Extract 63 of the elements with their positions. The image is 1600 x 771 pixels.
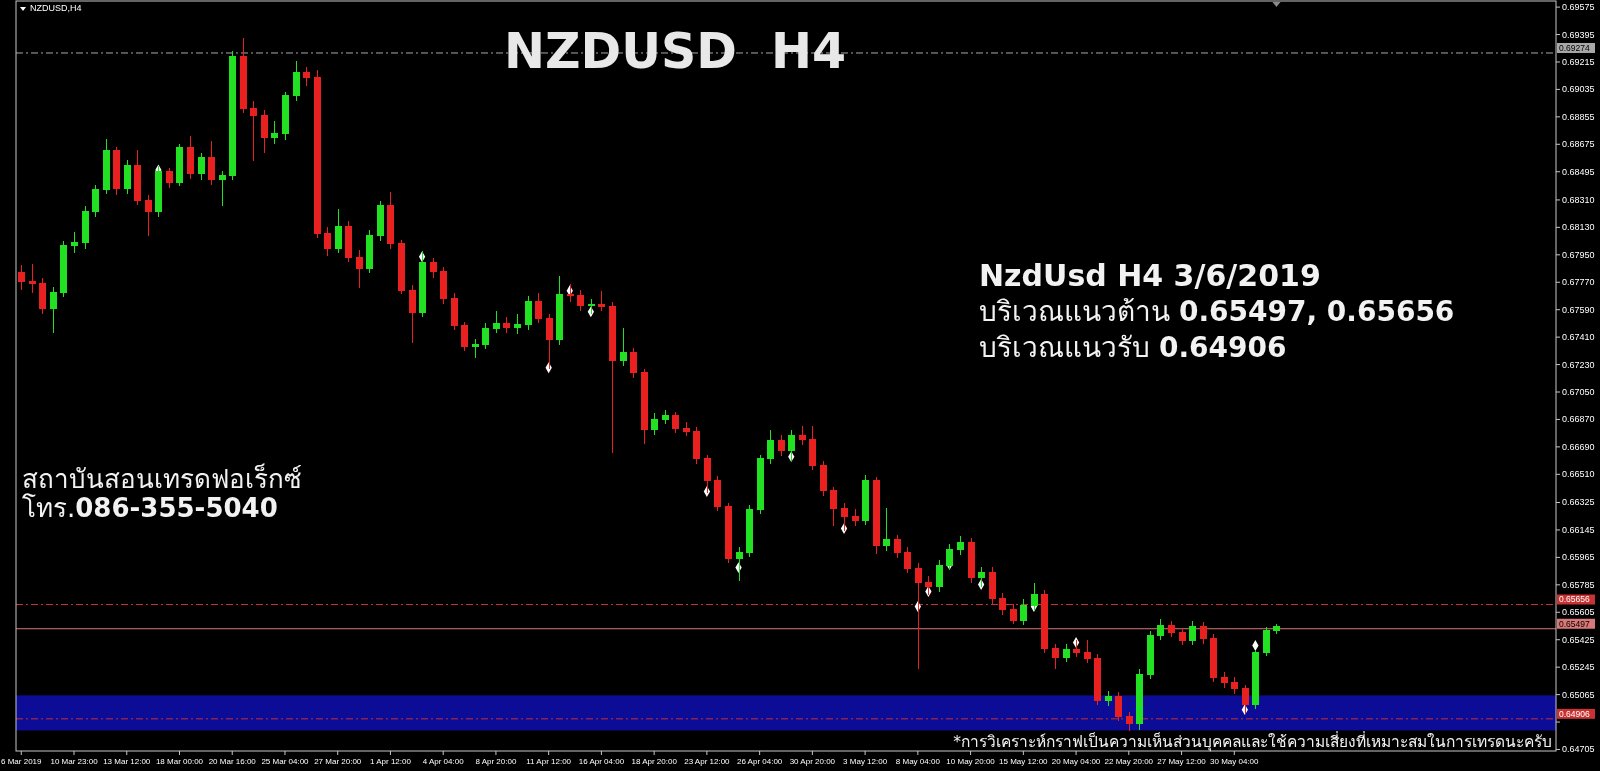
y-tick-label: 0.65245 [1562, 662, 1595, 673]
x-tick-label: 20 Mar 16:00 [208, 757, 257, 766]
y-tick-label: 0.69035 [1562, 84, 1595, 95]
x-tick-label: 13 Mar 12:00 [103, 757, 151, 766]
x-tick-label: 4 Apr 04:00 [422, 757, 465, 766]
ref-line-label: 0.65497 [1559, 618, 1590, 629]
annotation: บริเวณแนวต้าน 0.65497, 0.65656 [979, 295, 1455, 328]
annotation: *การวิเคราะห์กราฟเป็นความเห็นส่วนบุคคลและใช้ความเสี่ยงที่เหมาะสมในการเทรดนะครับ [953, 731, 1552, 752]
y-tick-label: 0.65605 [1562, 607, 1595, 618]
x-tick-label: 30 May 04:00 [1210, 757, 1260, 766]
y-tick-label: 0.69395 [1562, 29, 1595, 40]
y-tick-label: 0.65065 [1562, 689, 1595, 700]
x-tick-label: 16 Apr 04:00 [578, 757, 625, 766]
x-tick-label: 18 Apr 20:00 [631, 757, 678, 766]
y-tick-label: 0.67770 [1562, 277, 1595, 288]
x-tick-label: 27 Mar 20:00 [314, 757, 362, 766]
y-tick-label: 0.67410 [1562, 332, 1595, 343]
y-tick-label: 0.68495 [1562, 166, 1595, 177]
y-tick-label: 0.65785 [1562, 579, 1595, 590]
annotation: NzdUsd H4 3/6/2019 [979, 258, 1321, 293]
y-tick-label: 0.66870 [1562, 414, 1595, 425]
x-tick-label: 8 May 04:00 [895, 757, 941, 766]
x-tick-label: 27 May 12:00 [1157, 757, 1207, 766]
y-tick-label: 0.68310 [1562, 194, 1595, 205]
y-tick-label: 0.69575 [1562, 2, 1595, 13]
x-tick-label: 22 May 20:00 [1104, 757, 1154, 766]
y-tick-label: 0.67050 [1562, 386, 1595, 397]
y-tick-label: 0.64705 [1562, 744, 1595, 755]
annotation: โทร.086-355-5040 [22, 493, 278, 523]
x-tick-label: 23 Apr 12:00 [684, 757, 731, 766]
y-tick-label: 0.66510 [1562, 469, 1595, 480]
x-tick-label: 1 Apr 12:00 [369, 757, 412, 766]
x-tick-label: 10 Mar 23:00 [50, 757, 99, 766]
y-tick-label: 0.66145 [1562, 524, 1595, 535]
ref-line-label: 0.65656 [1559, 594, 1590, 605]
y-tick-label: 0.68675 [1562, 139, 1595, 150]
ref-line-label: 0.69274 [1559, 42, 1590, 53]
y-tick-label: 0.67230 [1562, 359, 1595, 370]
ref-line-label: 0.64906 [1559, 708, 1590, 719]
y-tick-label: 0.67950 [1562, 249, 1595, 260]
y-tick-label: 0.67590 [1562, 304, 1595, 315]
annotation: บริเวณแนวรับ 0.64906 [979, 331, 1287, 364]
x-tick-label: 10 May 20:00 [946, 757, 996, 766]
x-tick-label: 15 May 12:00 [999, 757, 1049, 766]
x-tick-label: 8 Apr 20:00 [475, 757, 517, 766]
x-tick-label: 6 Mar 2019 [1, 757, 43, 766]
y-tick-label: 0.65425 [1562, 634, 1595, 645]
x-tick-label: 30 Apr 20:00 [789, 757, 836, 766]
y-tick-label: 0.68130 [1562, 222, 1595, 233]
y-tick-label: 0.66690 [1562, 441, 1595, 452]
text: NZDUSD H4 [504, 23, 847, 80]
x-tick-label: 20 May 04:00 [1051, 757, 1101, 766]
annotation: สถาบันสอนเทรดฟอเร็กซ์ [22, 463, 302, 494]
x-tick-label: 18 Mar 00:00 [155, 757, 204, 766]
x-tick-label: 11 Apr 12:00 [526, 757, 572, 766]
y-tick-label: 0.69215 [1562, 56, 1595, 67]
y-tick-label: 0.65965 [1562, 552, 1595, 563]
annotation: NZDUSD,H4 [30, 3, 82, 13]
x-tick-label: 25 Mar 04:00 [261, 757, 310, 766]
y-tick-label: 0.66325 [1562, 497, 1595, 508]
y-tick-label: 0.68855 [1562, 111, 1595, 122]
x-tick-label: 3 May 12:00 [843, 757, 888, 766]
x-tick-label: 26 Apr 04:00 [736, 757, 783, 766]
